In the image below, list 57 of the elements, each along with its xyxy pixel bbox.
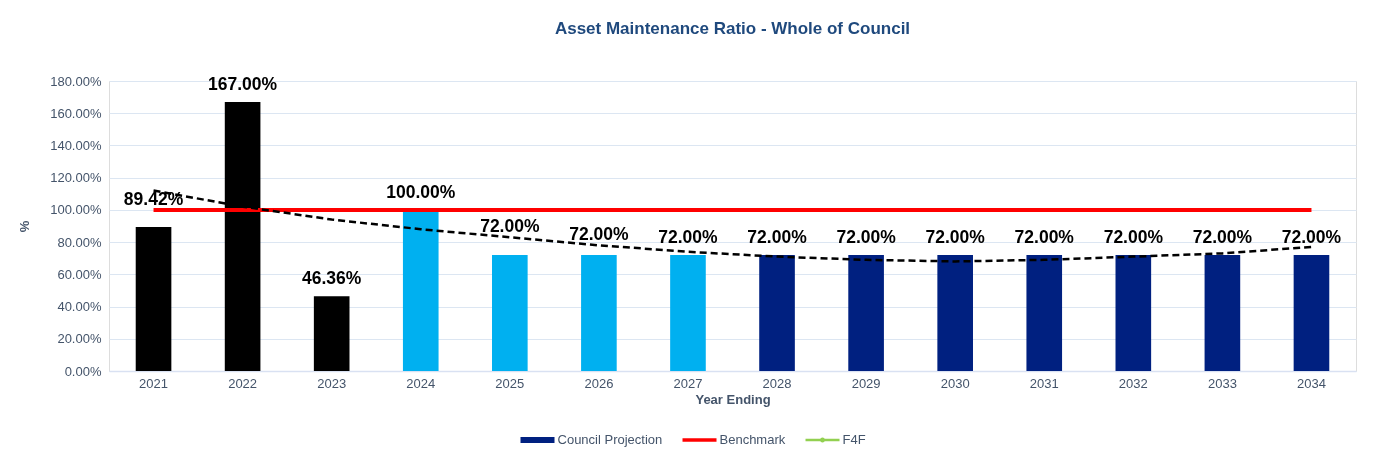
y-tick-label: 160.00%	[50, 105, 102, 121]
bar	[759, 255, 795, 371]
x-tick-label: 2022	[228, 375, 258, 391]
data-label: 89.42%	[123, 188, 184, 209]
legend-label: Council Projection	[557, 432, 663, 447]
x-tick-label: 2025	[495, 375, 525, 391]
data-label: 72.00%	[925, 227, 986, 247]
data-label: 72.00%	[747, 227, 808, 247]
data-label: 72.00%	[658, 227, 719, 247]
data-label: 167.00%	[208, 73, 278, 94]
x-tick-label: 2033	[1207, 375, 1237, 391]
x-tick-label: 2031	[1029, 375, 1059, 391]
x-tick-label: 2034	[1297, 375, 1326, 391]
bar	[1115, 255, 1152, 371]
y-tick-label: 100.00%	[50, 202, 102, 218]
y-axis-title: %	[17, 220, 33, 233]
y-tick-label: 120.00%	[50, 170, 102, 186]
data-label: 100.00%	[386, 181, 456, 202]
y-tick-label: 40.00%	[57, 299, 102, 315]
data-label: 72.00%	[836, 227, 897, 247]
bar	[492, 255, 528, 371]
bar	[1026, 255, 1063, 371]
x-tick-label: 2021	[139, 375, 168, 391]
data-label: 72.00%	[480, 216, 540, 237]
y-tick-label: 180.00%	[50, 73, 102, 89]
x-tick-label: 2026	[584, 375, 614, 391]
data-label: 72.00%	[1281, 227, 1342, 247]
x-tick-label: 2032	[1118, 375, 1148, 391]
x-axis-title: Year Ending	[695, 391, 771, 407]
x-tick-label: 2023	[317, 375, 347, 391]
x-tick-label: 2030	[940, 375, 970, 391]
y-tick-label: 20.00%	[57, 331, 102, 347]
x-tick-label: 2029	[851, 375, 881, 391]
bar	[937, 255, 973, 371]
data-label: 72.00%	[569, 224, 630, 245]
x-tick-label: 2028	[762, 375, 792, 391]
y-tick-label: 140.00%	[50, 137, 102, 153]
bar	[848, 255, 884, 371]
bar	[313, 296, 350, 371]
data-label: 46.36%	[302, 268, 362, 289]
y-tick-label: 0.00%	[64, 363, 102, 379]
bar	[135, 226, 172, 371]
legend-label: F4F	[842, 432, 866, 447]
bar	[1293, 255, 1330, 371]
y-tick-label: 60.00%	[57, 266, 102, 282]
bar	[670, 255, 706, 371]
bar	[581, 255, 617, 371]
legend-label: Benchmark	[719, 432, 786, 447]
y-tick-label: 80.00%	[57, 234, 102, 250]
x-tick-label: 2024	[406, 375, 436, 391]
x-tick-label: 2027	[673, 375, 703, 391]
chart-title: Asset Maintenance Ratio - Whole of Council	[554, 19, 911, 38]
bar	[402, 209, 439, 371]
data-label: 72.00%	[1014, 227, 1075, 247]
bar	[1204, 255, 1241, 371]
data-label: 72.00%	[1103, 227, 1164, 247]
data-label: 72.00%	[1192, 227, 1253, 247]
